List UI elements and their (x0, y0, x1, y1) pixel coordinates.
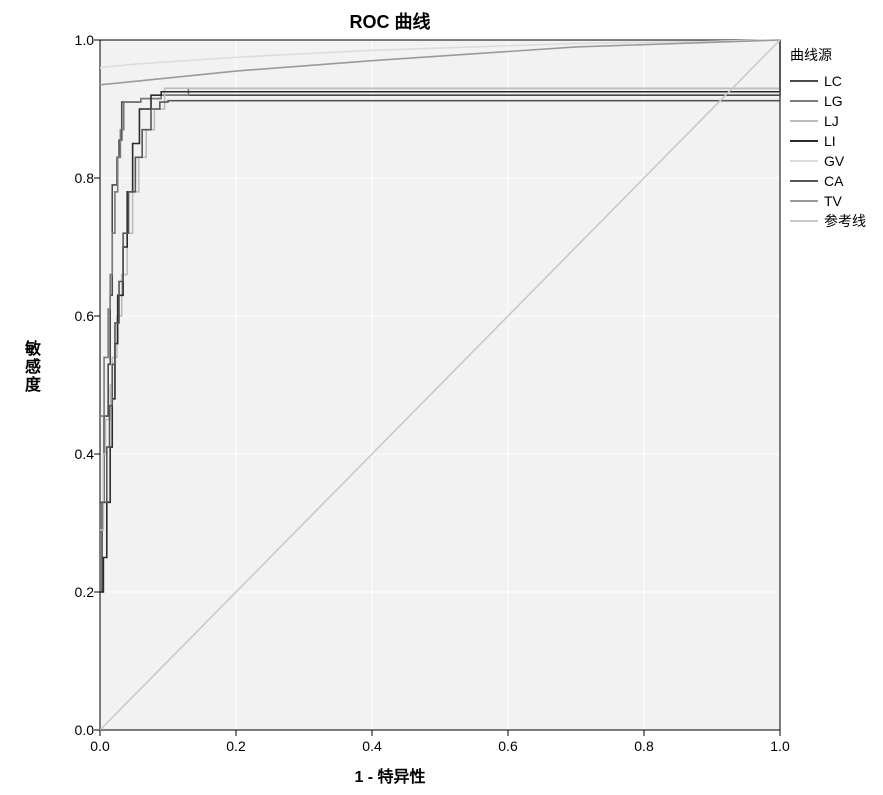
legend-label: GV (824, 153, 844, 169)
y-tick-label: 0.6 (54, 308, 94, 324)
y-tick-label: 1.0 (54, 32, 94, 48)
legend-label: LJ (824, 113, 839, 129)
legend-title: 曲线源 (790, 45, 866, 65)
x-tick-label: 0.4 (362, 738, 381, 754)
x-tick-label: 0.8 (634, 738, 653, 754)
legend-item: LC (790, 71, 866, 91)
y-tick-label: 0.0 (54, 722, 94, 738)
legend-item: TV (790, 191, 866, 211)
legend-label: TV (824, 193, 842, 209)
legend-swatch (790, 220, 818, 222)
legend-label: LI (824, 133, 836, 149)
legend-swatch (790, 160, 818, 162)
y-axis-label: 敏感度 (18, 340, 42, 394)
legend-label: LC (824, 73, 842, 89)
legend-item: LJ (790, 111, 866, 131)
legend-label: CA (824, 173, 843, 189)
legend-swatch (790, 200, 818, 202)
y-tick-label: 0.8 (54, 170, 94, 186)
legend-swatch (790, 140, 818, 142)
legend-item: 参考线 (790, 211, 866, 231)
legend-label: LG (824, 93, 843, 109)
x-axis-label: 1 - 特异性 (0, 763, 780, 787)
plot-area (100, 40, 780, 730)
legend-item: LI (790, 131, 866, 151)
x-tick-label: 0.6 (498, 738, 517, 754)
x-tick-label: 1.0 (770, 738, 789, 754)
y-tick-label: 0.4 (54, 446, 94, 462)
plot-svg (100, 40, 780, 730)
legend: 曲线源 LC LG LJ LI GV CA TV 参考线 (790, 45, 866, 231)
legend-swatch (790, 100, 818, 102)
chart-title: ROC 曲线 (0, 8, 780, 34)
legend-item: CA (790, 171, 866, 191)
legend-swatch (790, 120, 818, 122)
legend-swatch (790, 80, 818, 82)
legend-item: GV (790, 151, 866, 171)
y-tick-label: 0.2 (54, 584, 94, 600)
legend-item: LG (790, 91, 866, 111)
legend-label: 参考线 (824, 211, 866, 231)
roc-chart-container: ROC 曲线 敏感度 0.0 0.2 0.4 0.6 0.8 1.0 0.0 0.2 0.4 0… (0, 0, 883, 795)
x-tick-label: 0.0 (90, 738, 109, 754)
legend-swatch (790, 180, 818, 182)
x-tick-label: 0.2 (226, 738, 245, 754)
